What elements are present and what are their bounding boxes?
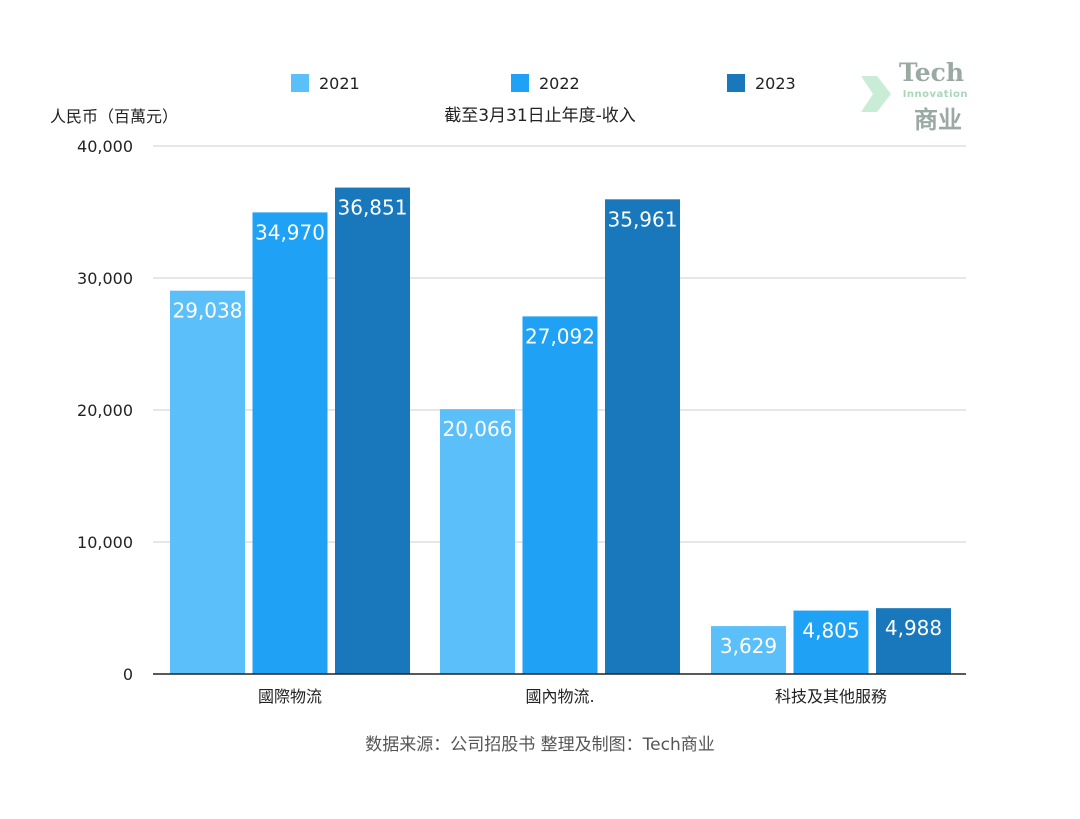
bar xyxy=(605,199,680,674)
bar xyxy=(793,610,869,674)
chart-title: 截至3月31日止年度-收入 xyxy=(444,106,636,126)
bar xyxy=(876,608,951,674)
x-tick-label: 國際物流 xyxy=(258,687,322,706)
legend-label-2023: 2023 xyxy=(755,73,796,93)
y-tick-label: 10,000 xyxy=(77,533,133,552)
logo-cn-text: 商业 xyxy=(914,106,962,134)
legend-item-2021: 2021 xyxy=(291,72,360,94)
y-tick-label: 0 xyxy=(123,665,133,684)
bar xyxy=(440,409,515,674)
data-label: 36,851 xyxy=(338,196,408,220)
bar xyxy=(170,290,245,674)
data-label: 35,961 xyxy=(608,207,678,231)
logo-tech-text: Tech xyxy=(898,58,964,87)
x-tick-label: 國內物流. xyxy=(525,687,594,706)
legend-swatch-2022 xyxy=(511,74,529,92)
data-label: 4,805 xyxy=(802,619,859,643)
y-axis-label: 人民币（百萬元） xyxy=(50,107,179,126)
y-tick-label: 20,000 xyxy=(77,401,133,420)
legend-swatch-2021 xyxy=(291,74,309,92)
legend-swatch-2023 xyxy=(727,74,745,92)
y-tick-label: 30,000 xyxy=(77,269,133,288)
data-label: 20,066 xyxy=(443,417,513,441)
bar xyxy=(711,626,786,674)
bar xyxy=(252,212,328,674)
legend-item-2023: 2023 xyxy=(727,72,796,94)
legend-item-2022: 2022 xyxy=(511,72,580,94)
data-label: 29,038 xyxy=(173,299,243,323)
bar xyxy=(522,316,598,674)
bar xyxy=(335,187,410,674)
data-label: 34,970 xyxy=(255,220,325,244)
data-label: 3,629 xyxy=(720,634,777,658)
legend-label-2021: 2021 xyxy=(319,73,360,93)
data-label: 27,092 xyxy=(525,324,595,348)
legend-label-2022: 2022 xyxy=(539,73,580,93)
data-source-note: 数据来源：公司招股书 整理及制图：Tech商业 xyxy=(365,735,715,755)
tech-innovation-logo: Tech Innovation 商业 xyxy=(855,58,970,134)
logo-innovation-text: Innovation xyxy=(902,89,968,100)
x-tick-label: 科技及其他服務 xyxy=(775,687,887,706)
data-label: 4,988 xyxy=(885,616,942,640)
logo-arrow-icon xyxy=(861,76,891,112)
y-tick-label: 40,000 xyxy=(77,137,133,156)
